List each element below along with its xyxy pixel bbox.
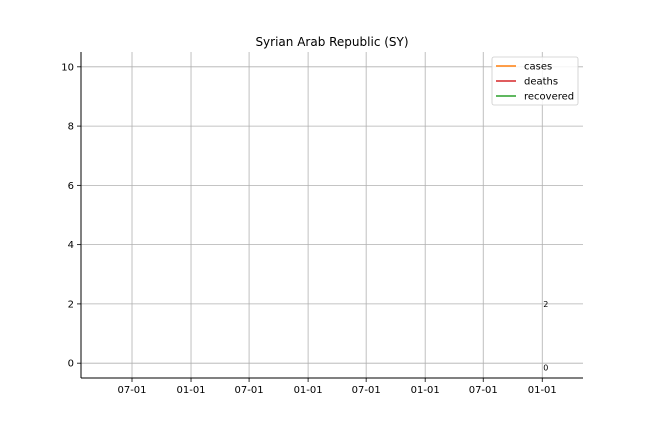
x-ticks: 07-01 01-01 07-01 01-01 07-01 01-01 07-01 01-01 [117, 378, 557, 396]
y-tick-label: 10 [61, 62, 74, 73]
x-tick-label: 07-01 [235, 385, 264, 396]
y-tick-label: 2 [68, 299, 74, 310]
x-tick-label: 07-01 [352, 385, 381, 396]
x-tick-label: 07-01 [469, 385, 498, 396]
y-tick-label: 6 [68, 181, 74, 192]
x-tick-label: 01-01 [176, 385, 205, 396]
y-tick-label: 8 [68, 122, 74, 133]
x-tick-label: 07-01 [117, 385, 146, 396]
y-tick-label: 0 [68, 359, 74, 370]
x-tick-label: 01-01 [411, 385, 440, 396]
y-ticks: 0 2 4 6 8 10 [61, 62, 81, 370]
annotations: 20 [543, 300, 548, 373]
y-tick-label: 4 [68, 240, 74, 251]
legend-label-cases: cases [524, 62, 552, 73]
x-tick-label: 01-01 [528, 385, 557, 396]
value-annotation: 2 [543, 300, 548, 309]
value-annotation: 0 [543, 364, 548, 373]
axes [80, 52, 583, 379]
chart-title: Syrian Arab Republic (SY) [255, 35, 408, 49]
legend: cases deaths recovered [491, 56, 579, 106]
x-tick-label: 01-01 [294, 385, 323, 396]
legend-label-recovered: recovered [524, 92, 574, 103]
legend-box [491, 56, 579, 106]
legend-label-deaths: deaths [524, 77, 558, 88]
